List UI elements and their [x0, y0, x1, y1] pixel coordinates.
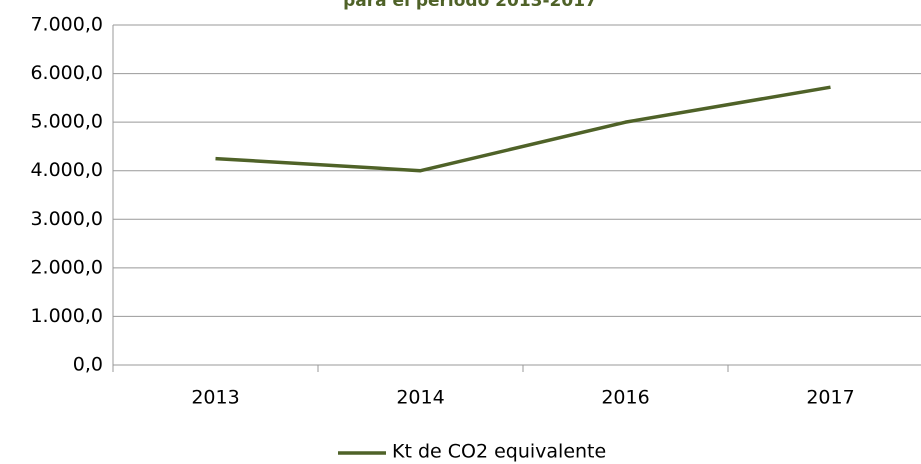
- y-tick-label: 3.000,0: [30, 208, 103, 230]
- x-tick-label: 2014: [396, 387, 444, 409]
- y-tick-label: 5.000,0: [30, 111, 103, 133]
- y-tick-label: 4.000,0: [30, 159, 103, 181]
- y-tick-label: 2.000,0: [30, 256, 103, 278]
- chart-title: para el período 2013-2017: [343, 0, 597, 11]
- series-line: [215, 85, 831, 173]
- x-tick-label: 2016: [601, 387, 649, 409]
- y-tick-label: 0,0: [73, 354, 103, 376]
- y-tick-label: 1.000,0: [30, 305, 103, 327]
- x-tick-label: 2017: [806, 387, 854, 409]
- legend-label: Kt de CO2 equivalente: [392, 441, 606, 463]
- x-tick-label: 2013: [191, 387, 239, 409]
- y-tick-label: 7.000,0: [30, 14, 103, 36]
- y-tick-label: 6.000,0: [30, 62, 103, 84]
